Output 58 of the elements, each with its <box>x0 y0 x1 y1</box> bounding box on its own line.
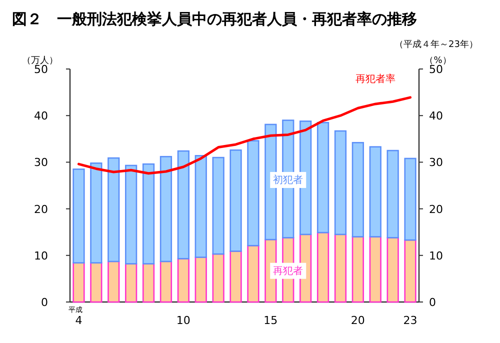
bar <box>125 263 138 303</box>
y2-tick-label: 30 <box>429 156 443 170</box>
y-tick-label: 10 <box>34 249 48 262</box>
y2-axis-title: （%） <box>424 56 452 66</box>
bar <box>212 253 224 303</box>
bar <box>160 260 172 303</box>
bar <box>352 142 364 238</box>
x-tick-label: 23 <box>403 314 418 327</box>
x-tick-label: 15 <box>264 314 278 327</box>
bar <box>386 150 399 238</box>
bar <box>72 262 85 303</box>
y2-tick-label: 40 <box>429 110 443 123</box>
series-label: 初犯者 <box>273 174 304 186</box>
y-tick-label: 20 <box>34 202 48 216</box>
bar <box>212 156 224 255</box>
bar <box>72 168 85 264</box>
bar <box>247 140 260 246</box>
y2-tick-label: 50 <box>429 63 443 76</box>
bar <box>142 163 155 264</box>
y-tick-label: 50 <box>34 63 48 76</box>
chart-title: 図２ 一般刑法犯検挙人員中の再犯者人員・再犯者率の推移 <box>12 10 417 28</box>
x-tick-label: 20 <box>350 314 365 327</box>
x-tick-label: 10 <box>176 314 190 327</box>
chart-subtitle: （平成４年～23年） <box>394 39 478 50</box>
bar <box>194 155 207 258</box>
bar <box>404 239 416 303</box>
bar <box>177 258 190 303</box>
bar <box>230 149 242 252</box>
bar <box>142 263 155 303</box>
y-tick-label: 30 <box>34 156 48 170</box>
bar <box>230 250 242 303</box>
bar <box>334 234 347 303</box>
bar <box>316 122 330 234</box>
y2-tick-label: 20 <box>429 202 443 216</box>
bar <box>386 237 399 303</box>
bar <box>125 164 138 264</box>
y-tick-label: 0 <box>41 296 48 309</box>
bar <box>369 146 382 238</box>
bar <box>352 236 364 303</box>
bar <box>90 262 102 303</box>
bar <box>404 158 416 241</box>
bar <box>108 260 120 303</box>
bar <box>369 236 382 303</box>
y2-tick-label: 10 <box>429 249 443 262</box>
bar <box>194 256 207 303</box>
bar <box>334 130 347 236</box>
series-label: 再犯者 <box>273 264 304 277</box>
y-tick-label: 40 <box>34 110 48 123</box>
x-tick-label: 4 <box>75 314 82 327</box>
y-axis-title: （万人） <box>22 55 58 66</box>
y2-tick-label: 0 <box>429 296 436 309</box>
bar <box>90 162 102 264</box>
bar <box>177 150 190 260</box>
bar <box>316 232 330 303</box>
bar <box>247 244 260 303</box>
bar <box>160 156 172 262</box>
bar <box>108 157 120 262</box>
series-label: 再犯者率 <box>355 72 396 85</box>
